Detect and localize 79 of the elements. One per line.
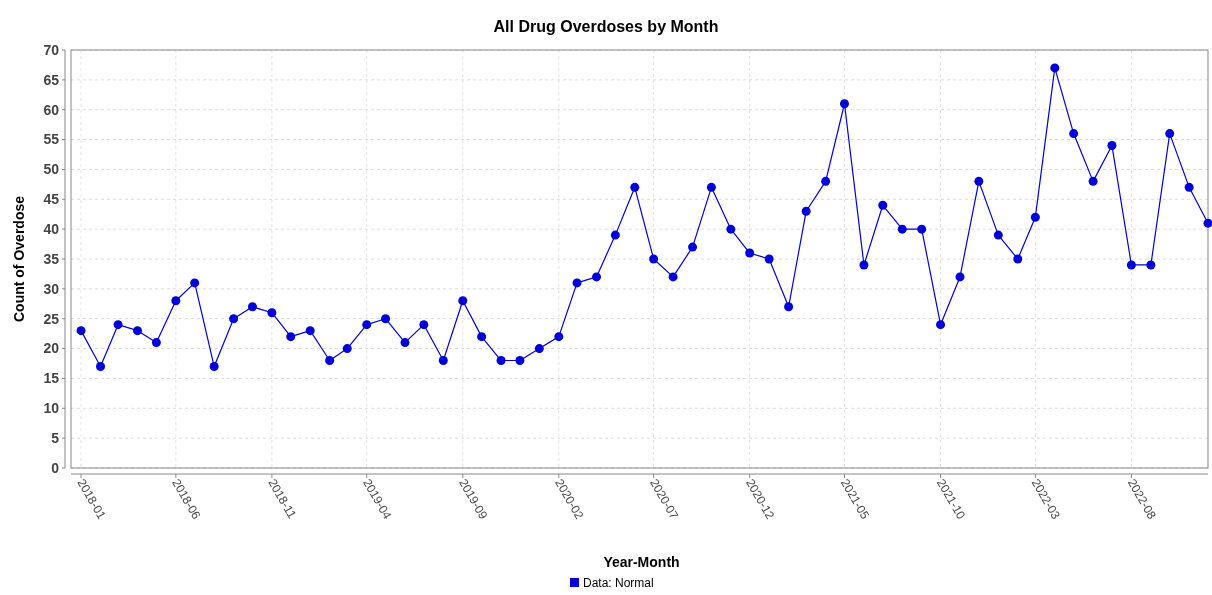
- point: [342, 344, 352, 354]
- point: [113, 320, 123, 330]
- point: [764, 254, 774, 264]
- chart-title: All Drug Overdoses by Month: [493, 18, 719, 35]
- y-tick-label: 65: [43, 71, 60, 88]
- y-tick-label: 60: [43, 101, 60, 118]
- point: [572, 278, 582, 288]
- point: [917, 224, 927, 234]
- point: [419, 320, 429, 330]
- point: [630, 182, 640, 192]
- point: [515, 356, 525, 366]
- point: [706, 182, 716, 192]
- point: [477, 332, 487, 342]
- point: [209, 361, 219, 371]
- point: [1050, 63, 1060, 73]
- point: [1126, 260, 1136, 270]
- point: [229, 314, 239, 324]
- point: [993, 230, 1003, 240]
- point: [1107, 141, 1117, 151]
- point: [381, 314, 391, 324]
- point: [1013, 254, 1023, 264]
- y-tick-label: 45: [43, 191, 60, 208]
- point: [151, 338, 161, 348]
- point: [974, 176, 984, 186]
- point: [325, 356, 335, 366]
- point: [247, 302, 257, 312]
- y-tick-label: 70: [43, 41, 60, 58]
- y-tick-label: 5: [51, 430, 60, 447]
- point: [190, 278, 200, 288]
- point: [784, 302, 794, 312]
- point: [859, 260, 869, 270]
- point: [1088, 176, 1098, 186]
- y-tick-label: 30: [43, 280, 60, 297]
- point: [96, 361, 106, 371]
- point: [688, 242, 698, 252]
- point: [400, 338, 410, 348]
- point: [1030, 212, 1040, 222]
- y-tick-label: 55: [43, 131, 60, 148]
- point: [534, 344, 544, 354]
- point: [1069, 129, 1079, 139]
- y-tick-label: 50: [43, 161, 60, 178]
- point: [362, 320, 372, 330]
- y-axis-title: Count of Overdose: [11, 195, 27, 323]
- point: [286, 332, 296, 342]
- point: [496, 356, 506, 366]
- point: [936, 320, 946, 330]
- point: [458, 296, 468, 306]
- point: [878, 200, 888, 210]
- point: [438, 356, 448, 366]
- legend-label: Data: Normal: [583, 576, 654, 591]
- point: [171, 296, 181, 306]
- y-tick-label: 35: [43, 250, 60, 267]
- y-tick-label: 20: [43, 340, 60, 357]
- point: [1165, 129, 1175, 139]
- point: [1203, 218, 1212, 228]
- y-tick-label: 25: [43, 310, 60, 327]
- point: [745, 248, 755, 258]
- point: [897, 224, 907, 234]
- point: [668, 272, 678, 282]
- point: [821, 176, 831, 186]
- point: [305, 326, 315, 336]
- y-tick-label: 10: [43, 400, 60, 417]
- x-axis-title: Year-Month: [603, 554, 680, 570]
- y-tick-label: 40: [43, 221, 60, 238]
- point: [1184, 182, 1194, 192]
- point: [591, 272, 601, 282]
- point: [1146, 260, 1156, 270]
- point: [610, 230, 620, 240]
- y-tick-label: 0: [51, 459, 60, 476]
- point: [76, 326, 86, 336]
- point: [955, 272, 965, 282]
- point: [133, 326, 143, 336]
- point: [801, 206, 811, 216]
- point: [839, 99, 849, 109]
- point: [649, 254, 659, 264]
- point: [267, 308, 277, 318]
- point: [726, 224, 736, 234]
- y-tick-label: 15: [43, 370, 60, 387]
- point: [554, 332, 564, 342]
